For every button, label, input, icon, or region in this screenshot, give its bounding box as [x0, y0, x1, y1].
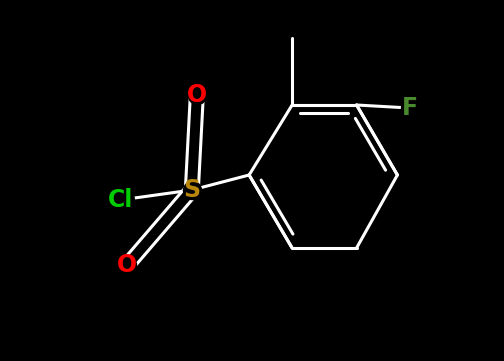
Text: O: O	[187, 83, 207, 107]
Text: S: S	[183, 178, 201, 202]
Text: F: F	[402, 96, 418, 120]
Text: O: O	[117, 253, 138, 277]
Text: Cl: Cl	[107, 188, 133, 212]
